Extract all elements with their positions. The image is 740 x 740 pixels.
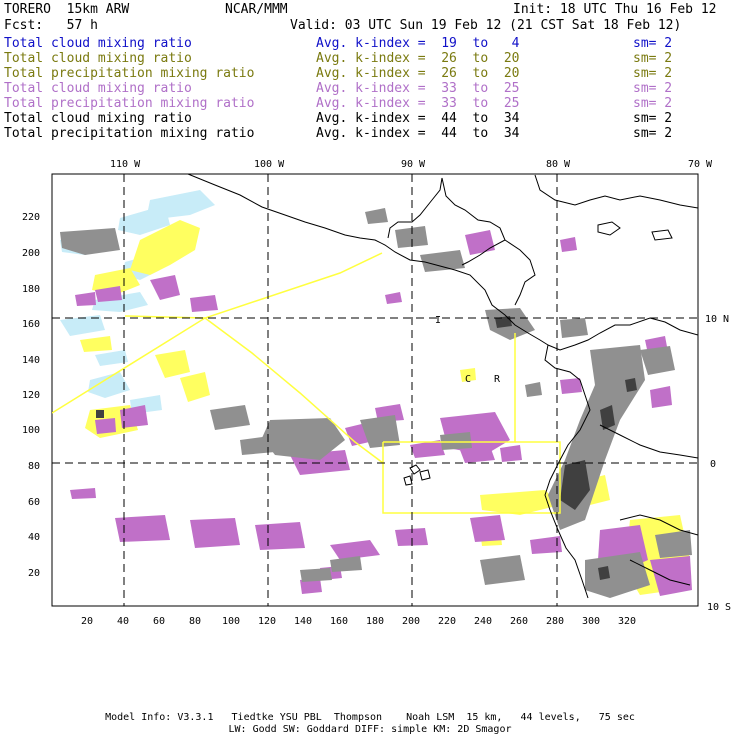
- box-letter: I: [435, 315, 441, 326]
- x-tick-label: 180: [366, 616, 384, 627]
- x-tick-label: 120: [258, 616, 276, 627]
- x-tick-label: 260: [510, 616, 528, 627]
- init-time: Init: 18 UTC Thu 16 Feb 12: [513, 2, 717, 17]
- legend-sm: sm= 2: [633, 96, 673, 111]
- cloud-dark-cores: [96, 316, 637, 580]
- y-tick-label: 200: [22, 248, 40, 259]
- org-label: NCAR/MMM: [225, 2, 288, 17]
- lon-label: 100 W: [254, 159, 285, 170]
- graticule: [52, 174, 698, 606]
- legend-field: Total cloud mixing ratio: [4, 81, 192, 96]
- legend-field: Total cloud mixing ratio: [4, 36, 192, 51]
- lon-label: 90 W: [401, 159, 426, 170]
- x-tick-label: 140: [294, 616, 312, 627]
- legend-kindex: Avg. k-index = 19 to 4: [316, 36, 520, 51]
- legend-kindex: Avg. k-index = 33 to 25: [316, 81, 520, 96]
- x-tick-label: 200: [402, 616, 420, 627]
- legend-kindex: Avg. k-index = 44 to 34: [316, 111, 520, 126]
- x-tick-label: 20: [81, 616, 93, 627]
- legend-field: Total precipitation mixing ratio: [4, 96, 255, 111]
- y-tick-label: 60: [28, 497, 40, 508]
- legend-sm: sm= 2: [633, 36, 673, 51]
- y-tick-label: 220: [22, 212, 40, 223]
- legend-sm: sm= 2: [633, 111, 673, 126]
- physics-info: LW: Godd SW: Goddard DIFF: simple KM: 2D…: [228, 724, 512, 735]
- lat-label: 10 N: [705, 314, 729, 325]
- x-tick-label: 160: [330, 616, 348, 627]
- legend-sm: sm= 2: [633, 81, 673, 96]
- y-tick-label: 140: [22, 355, 40, 366]
- box-letter: C: [465, 374, 471, 385]
- y-tick-label: 40: [28, 532, 40, 543]
- y-tick-label: 80: [28, 461, 40, 472]
- region-outlines: [52, 252, 561, 514]
- x-tick-label: 100: [222, 616, 240, 627]
- coastlines: [187, 174, 698, 599]
- lon-label: 80 W: [546, 159, 571, 170]
- forecast-map: I C R 110 W 100 W 90 W 80 W 70 W 10 N 0 …: [22, 159, 731, 627]
- box-letter: R: [494, 374, 501, 385]
- y-tick-label: 100: [22, 425, 40, 436]
- legend-kindex: Avg. k-index = 33 to 25: [316, 96, 520, 111]
- y-axis-ticks: 20 40 60 80 100 120 140 160 180 200 220: [22, 212, 40, 579]
- legend-field: Total precipitation mixing ratio: [4, 126, 255, 141]
- x-tick-label: 300: [582, 616, 600, 627]
- legend-sm: sm= 2: [633, 126, 673, 141]
- forecast-hour: Fcst: 57 h: [4, 18, 98, 33]
- x-tick-label: 320: [618, 616, 636, 627]
- legend-kindex: Avg. k-index = 26 to 20: [316, 66, 520, 81]
- x-tick-label: 60: [153, 616, 165, 627]
- x-tick-label: 240: [474, 616, 492, 627]
- y-tick-label: 120: [22, 390, 40, 401]
- x-tick-label: 220: [438, 616, 456, 627]
- x-tick-label: 80: [189, 616, 201, 627]
- lat-label: 10 S: [707, 602, 731, 613]
- legend-sm: sm= 2: [633, 51, 673, 66]
- valid-time: Valid: 03 UTC Sun 19 Feb 12 (21 CST Sat …: [290, 18, 682, 33]
- y-tick-label: 20: [28, 568, 40, 579]
- model-title: TORERO 15km ARW: [4, 2, 130, 17]
- legend-sm: sm= 2: [633, 66, 673, 81]
- y-tick-label: 180: [22, 284, 40, 295]
- x-tick-label: 280: [546, 616, 564, 627]
- lat-label: 0: [710, 459, 716, 470]
- model-info: Model Info: V3.3.1 Tiedtke YSU PBL Thomp…: [105, 712, 635, 723]
- y-tick-label: 160: [22, 319, 40, 330]
- legend-field: Total cloud mixing ratio: [4, 51, 192, 66]
- lon-label: 110 W: [110, 159, 141, 170]
- legend-field: Total cloud mixing ratio: [4, 111, 192, 126]
- legend-kindex: Avg. k-index = 26 to 20: [316, 51, 520, 66]
- legend-field: Total precipitation mixing ratio: [4, 66, 255, 81]
- legend-kindex: Avg. k-index = 44 to 34: [316, 126, 520, 141]
- x-axis-ticks: 20 40 60 80 100 120 140 160 180 200 220 …: [81, 616, 636, 627]
- lon-label: 70 W: [688, 159, 713, 170]
- x-tick-label: 40: [117, 616, 129, 627]
